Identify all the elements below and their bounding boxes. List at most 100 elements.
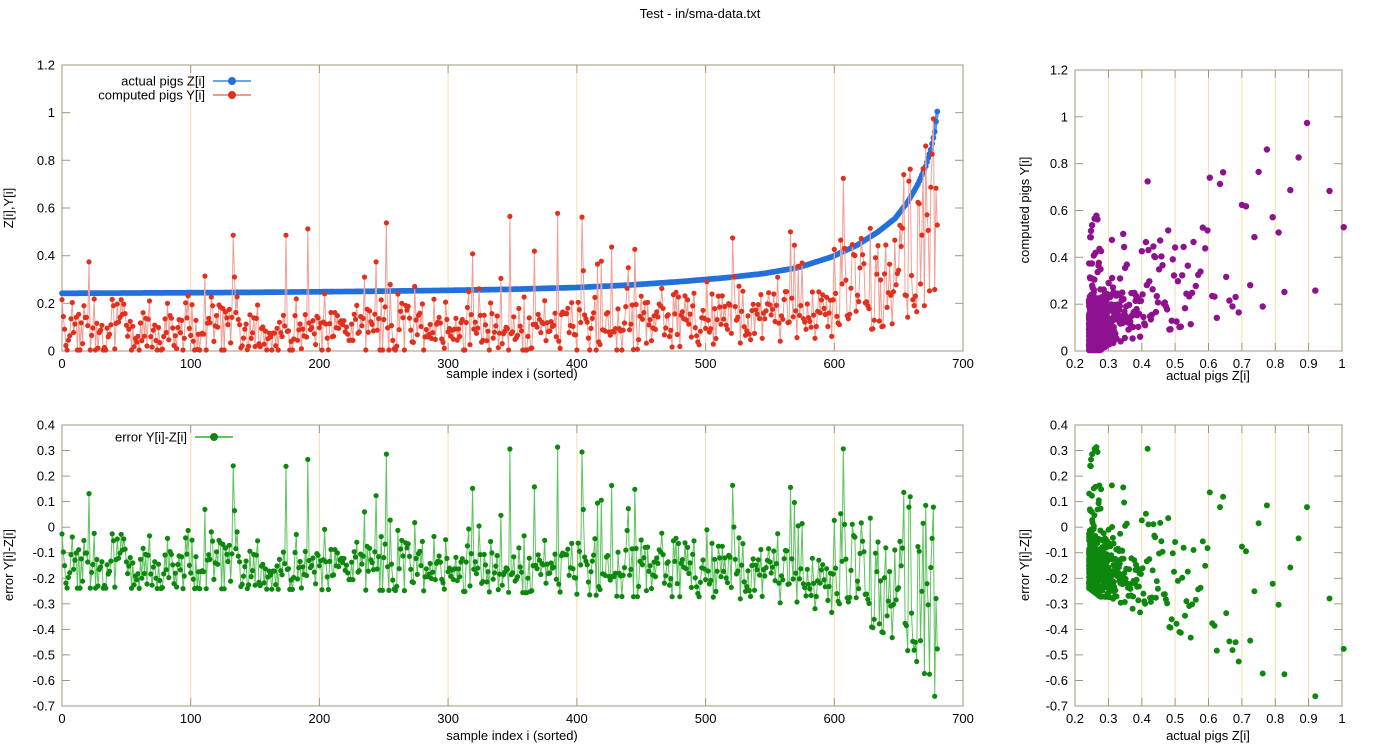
y-tick-label: -0.6 (1046, 673, 1068, 688)
x-tick-label: 100 (180, 711, 202, 726)
series-points (1085, 119, 1347, 354)
y-tick-label: 0.2 (37, 296, 55, 311)
series-line (61, 118, 938, 352)
y-tick-label: -0.2 (33, 571, 55, 586)
y-tick-label: 1.2 (37, 58, 55, 73)
x-tick-label: 300 (437, 356, 459, 371)
axes (1074, 69, 1343, 352)
axes (61, 64, 964, 352)
x-tick-label: 0 (58, 711, 65, 726)
tick-labels: 0.2 0.3 0.4 0.5 0.6 0.7 0.8 0.9 100.20.40.60.811… (1050, 63, 1346, 372)
legend-sample-dot (228, 77, 236, 85)
x-tick-label: 500 (695, 711, 717, 726)
x-axis-label: sample index i (sorted) (446, 728, 578, 743)
x-tick-label: 500 (695, 356, 717, 371)
y-tick-label: 0.8 (37, 153, 55, 168)
series-computed-pigs-Y (59, 116, 940, 353)
legend-sample-dot (210, 433, 218, 441)
x-tick-label: 0.5 (1166, 356, 1184, 371)
legend-label: error Y[i]-Z[i] (115, 430, 187, 445)
x-tick-label: 0 (58, 356, 65, 371)
x-axis-label: actual pigs Z[i] (1166, 368, 1250, 383)
panel-computed-vs-actual-scatter: 0.2 0.3 0.4 0.5 0.6 0.7 0.8 0.9 100.20.40.60.811… (1017, 63, 1347, 383)
y-tick-label: 1 (1061, 109, 1068, 124)
y-tick-label: 0.8 (1050, 156, 1068, 171)
y-tick-label: 1.2 (1050, 63, 1068, 78)
x-tick-label: 200 (309, 711, 331, 726)
panel-error-vs-actual-scatter: 0.2 0.3 0.4 0.5 0.6 0.7 0.8 0.9 1 -0.7 -0.6 -0.5 -0.… (1017, 418, 1347, 743)
x-tick-label: 400 (566, 356, 588, 371)
y-tick-label: -0.6 (33, 673, 55, 688)
y-tick-label: 0.6 (37, 201, 55, 216)
y-tick-label: -0.3 (1046, 596, 1068, 611)
x-tick-label: 0.6 (1199, 356, 1217, 371)
x-tick-label: 1 (1338, 356, 1345, 371)
x-tick-label: 300 (437, 711, 459, 726)
series-points (59, 116, 940, 353)
series-Y-vs-Z (1085, 119, 1347, 354)
y-tick-label: -0.1 (33, 545, 55, 560)
y-tick-label: 0 (48, 344, 55, 359)
series-points (1086, 444, 1347, 700)
y-tick-label: 1 (48, 105, 55, 120)
chart-title: Test - in/sma-data.txt (639, 6, 761, 21)
x-tick-label: 1 (1338, 711, 1345, 726)
y-tick-label: -0.3 (33, 596, 55, 611)
y-tick-label: 0 (1061, 520, 1068, 535)
legend: actual pigs Z[i]computed pigs Y[i] (98, 74, 251, 103)
y-tick-label: 0 (1061, 344, 1068, 359)
legend-sample-dot (228, 91, 236, 99)
x-tick-label: 700 (952, 356, 974, 371)
y-tick-label: 0.2 (37, 469, 55, 484)
x-tick-label: 0.8 (1266, 711, 1284, 726)
x-tick-label: 0.7 (1233, 356, 1251, 371)
grid-lines (1107, 425, 1343, 706)
y-tick-label: 0.6 (1050, 203, 1068, 218)
grid-lines (1107, 70, 1343, 351)
y-tick-label: 0.3 (1050, 443, 1068, 458)
x-tick-label: 0.4 (1133, 356, 1151, 371)
x-tick-label: 600 (823, 356, 845, 371)
x-tick-label: 0.9 (1300, 711, 1318, 726)
legend-label: computed pigs Y[i] (98, 88, 205, 103)
x-tick-label: 600 (823, 711, 845, 726)
axes (61, 424, 964, 707)
y-tick-label: -0.4 (33, 622, 55, 637)
y-tick-label: -0.7 (1046, 699, 1068, 714)
panel-error-series: 0 100 200 300 400 500 600 700 -0.7 -0.6 -0.5 -0.4 -0… (1, 418, 974, 744)
y-tick-label: -0.5 (33, 647, 55, 662)
x-axis-label: sample index i (sorted) (446, 366, 578, 381)
y-tick-label: 0.2 (1050, 297, 1068, 312)
x-tick-label: 200 (309, 356, 331, 371)
tick-labels: 0 100 200 300 400 500 600 700 -0.7 -0.6 -0.5 -0.4 -0… (33, 418, 974, 727)
x-tick-label: 0.7 (1233, 711, 1251, 726)
y-tick-label: -0.1 (1046, 545, 1068, 560)
tick-labels: 0.2 0.3 0.4 0.5 0.6 0.7 0.8 0.9 1 -0.7 -0.6 -0.5 -0.… (1046, 418, 1346, 727)
y-tick-label: -0.4 (1046, 622, 1068, 637)
x-tick-label: 0.4 (1133, 711, 1151, 726)
x-tick-label: 0.2 (1066, 356, 1084, 371)
y-tick-label: 0.4 (37, 418, 55, 433)
x-tick-label: 700 (952, 711, 974, 726)
y-tick-label: -0.7 (33, 699, 55, 714)
y-tick-label: 0.4 (1050, 418, 1068, 433)
x-tick-label: 0.5 (1166, 711, 1184, 726)
tick-labels: 0 100 200 300 400 500 600 700 0 0.2 0.4 0.6 0.8 1 1.2 (37, 58, 974, 372)
y-tick-label: 0.4 (1050, 250, 1068, 265)
series-points (59, 444, 940, 699)
x-tick-label: 0.3 (1099, 711, 1117, 726)
x-tick-label: 0.3 (1099, 356, 1117, 371)
series-error-vs-Z (1086, 444, 1347, 700)
legend: error Y[i]-Z[i] (115, 430, 233, 445)
y-axis-label: error Y[i]-Z[i] (1017, 529, 1032, 601)
x-tick-label: 0.8 (1266, 356, 1284, 371)
x-tick-label: 400 (566, 711, 588, 726)
y-axis-label: Z[i],Y[i] (1, 188, 16, 228)
x-tick-label: 0.9 (1300, 356, 1318, 371)
y-tick-label: 0.1 (1050, 494, 1068, 509)
series-error (59, 444, 940, 699)
y-tick-label: 0.3 (37, 443, 55, 458)
y-axis-label: error Y[i]-Z[i] (1, 529, 16, 601)
